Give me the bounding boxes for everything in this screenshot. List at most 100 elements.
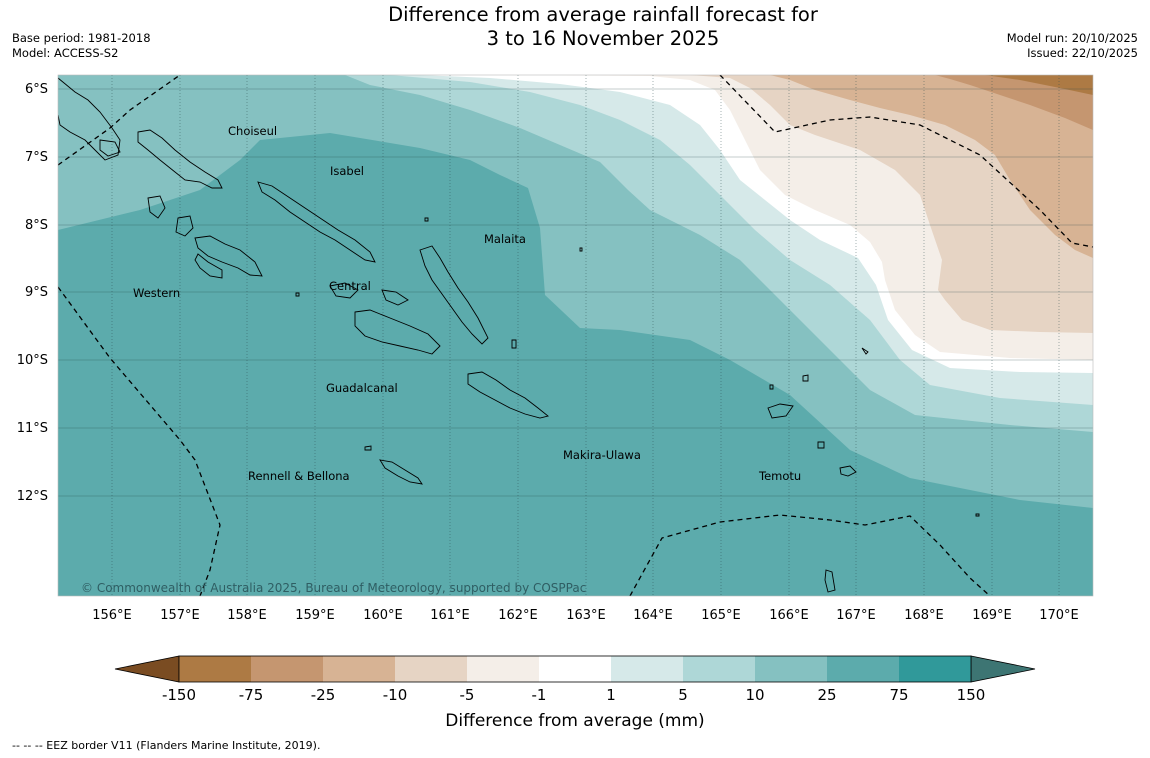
- colorbar-title: Difference from average (mm): [445, 711, 704, 731]
- lat-label: 12°S: [17, 489, 48, 504]
- map-title: Difference from average rainfall forecas…: [300, 3, 906, 51]
- contour-minus150-minus75: [985, 75, 1093, 95]
- island-isabel: [257, 181, 376, 263]
- island-shortland: [99, 139, 121, 157]
- label-western: Western: [133, 286, 180, 300]
- rainfall-map: Choiseul Isabel Malaita Western Central …: [17, 74, 1094, 731]
- label-temotu: Temotu: [758, 469, 801, 483]
- longitude-labels: 156°E 157°E 158°E 159°E 160°E 161°E 162°…: [92, 608, 1079, 623]
- rainfall-contours: [58, 75, 1093, 596]
- meta-right: Model run: 20/10/2025 Issued: 22/10/2025: [1007, 31, 1138, 61]
- lon-label: 160°E: [363, 608, 403, 623]
- colorbar-extend-low: [114, 655, 180, 683]
- island-utupua: [824, 569, 836, 593]
- graticule: [58, 75, 1093, 596]
- island-florida: [329, 282, 409, 306]
- label-choiseul: Choiseul: [228, 124, 277, 138]
- colorbar-extend-high: [970, 655, 1036, 683]
- lon-label: 162°E: [498, 608, 538, 623]
- colorbar-segment: [899, 656, 971, 682]
- map-frame: [57, 74, 1094, 597]
- label-guadalcanal: Guadalcanal: [326, 381, 398, 395]
- colorbar-segment: [251, 656, 323, 682]
- island-anuta: [975, 513, 980, 517]
- lon-label: 168°E: [904, 608, 944, 623]
- title-line-1: Difference from average rainfall forecas…: [388, 3, 818, 26]
- lon-label: 165°E: [701, 608, 741, 623]
- colorbar-tick-label: 150: [957, 686, 986, 704]
- island-bougainville: [58, 77, 121, 161]
- label-isabel: Isabel: [330, 164, 364, 178]
- label-malaita: Malaita: [484, 232, 526, 246]
- colorbar-segment: [611, 656, 683, 682]
- issued-text: Issued: 22/10/2025: [1027, 46, 1138, 60]
- island-santa-cruz: [767, 403, 794, 419]
- model-run-text: Model run: 20/10/2025: [1006, 31, 1138, 45]
- colorbar-segment: [323, 656, 395, 682]
- colorbar-segment: [539, 656, 611, 682]
- colorbar-segment: [467, 656, 539, 682]
- colorbar-segment: [395, 656, 467, 682]
- island-small-1: [424, 217, 429, 222]
- island-choiseul: [137, 129, 223, 189]
- island-tinakula: [817, 441, 825, 449]
- island-reef: [802, 374, 809, 382]
- island-new-georgia: [175, 215, 263, 279]
- island-guadalcanal: [354, 309, 441, 355]
- label-central: Central: [329, 279, 371, 293]
- latitude-labels: 6°S 7°S 8°S 9°S 10°S 11°S 12°S: [17, 82, 48, 504]
- lon-label: 161°E: [430, 608, 470, 623]
- colorbar-tick-label: -25: [311, 686, 336, 704]
- model-text: Model: ACCESS-S2: [12, 46, 119, 60]
- lat-label: 7°S: [25, 150, 48, 165]
- colorbar-segment: [755, 656, 827, 682]
- colorbar-tick-label: 1: [606, 686, 616, 704]
- colorbar-tick-label: -150: [162, 686, 196, 704]
- lon-label: 167°E: [836, 608, 876, 623]
- lat-label: 6°S: [25, 82, 48, 97]
- eez-west-north: [58, 75, 181, 166]
- eez-footnote: -- -- -- EEZ border V11 (Flanders Marine…: [12, 739, 321, 752]
- island-bellona: [364, 445, 372, 451]
- base-period-text: Base period: 1981-2018: [12, 31, 151, 45]
- islands: [58, 77, 980, 593]
- colorbar-frame: [178, 655, 972, 683]
- lon-label: 159°E: [295, 608, 335, 623]
- colorbar: -150 -75 -25 -10 -5 -1 1 5 10 25 75 150: [114, 655, 1036, 704]
- colorbar-tick-label: 25: [817, 686, 836, 704]
- colorbar-tick-label: 75: [889, 686, 908, 704]
- island-rennell: [379, 459, 423, 485]
- colorbar-tick-label: 10: [745, 686, 764, 704]
- island-makira: [467, 371, 549, 419]
- meta-left: Base period: 1981-2018 Model: ACCESS-S2: [12, 31, 151, 61]
- lon-label: 163°E: [566, 608, 606, 623]
- island-duff: [861, 347, 869, 355]
- colorbar-tick-label: -1: [532, 686, 547, 704]
- lat-label: 8°S: [25, 218, 48, 233]
- copyright-text: © Commonwealth of Australia 2025, Bureau…: [81, 581, 586, 595]
- lon-label: 156°E: [92, 608, 132, 623]
- lon-label: 170°E: [1039, 608, 1079, 623]
- label-rennell-bellona: Rennell & Bellona: [248, 469, 350, 483]
- eez-west-south: [58, 286, 221, 596]
- lon-label: 169°E: [972, 608, 1012, 623]
- lon-label: 158°E: [227, 608, 267, 623]
- contour-minus25-minus10: [770, 75, 1093, 258]
- lat-label: 11°S: [17, 421, 48, 436]
- island-ulawa: [511, 339, 517, 349]
- title-line-2: 3 to 16 November 2025: [486, 27, 720, 50]
- eez-northeast: [719, 75, 1093, 248]
- lat-label: 9°S: [25, 285, 48, 300]
- island-vella-lavella: [147, 195, 166, 219]
- colorbar-segment: [683, 656, 755, 682]
- lon-label: 164°E: [633, 608, 673, 623]
- eez-borders: [58, 75, 1093, 596]
- colorbar-segment: [827, 656, 899, 682]
- island-small-4: [769, 384, 774, 390]
- colorbar-tick-label: -10: [383, 686, 408, 704]
- island-malaita: [419, 245, 489, 345]
- island-vanikoro: [839, 465, 857, 477]
- lon-label: 157°E: [160, 608, 200, 623]
- eez-southeast: [629, 514, 991, 596]
- island-small-2: [579, 247, 583, 252]
